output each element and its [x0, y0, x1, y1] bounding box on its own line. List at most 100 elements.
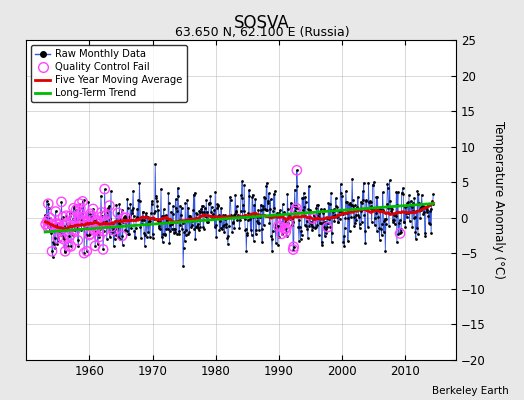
Point — [240, 182, 248, 188]
Point — [335, 208, 343, 214]
Point — [412, 208, 421, 214]
Point — [100, 228, 108, 234]
Point — [93, 219, 101, 226]
Point — [148, 198, 156, 204]
Point — [203, 218, 211, 225]
Point — [108, 228, 116, 235]
Point — [159, 230, 167, 237]
Point — [86, 231, 94, 237]
Point — [429, 191, 438, 198]
Point — [136, 224, 145, 230]
Point — [370, 207, 378, 214]
Point — [123, 195, 132, 202]
Point — [77, 211, 85, 217]
Point — [290, 186, 299, 193]
Point — [214, 202, 222, 209]
Point — [46, 215, 54, 221]
Point — [103, 208, 112, 215]
Point — [67, 243, 75, 250]
Point — [318, 239, 326, 246]
Point — [377, 226, 385, 233]
Point — [301, 222, 309, 228]
Point — [424, 202, 432, 208]
Point — [118, 233, 126, 239]
Point — [378, 220, 386, 227]
Point — [243, 231, 251, 238]
Point — [261, 195, 269, 201]
Point — [276, 224, 285, 230]
Point — [144, 229, 152, 235]
Point — [270, 205, 278, 212]
Point — [320, 223, 328, 230]
Point — [57, 232, 65, 238]
Point — [109, 227, 117, 233]
Point — [328, 230, 336, 237]
Point — [82, 220, 91, 227]
Point — [187, 213, 195, 219]
Point — [251, 196, 259, 202]
Point — [83, 248, 91, 254]
Point — [166, 228, 174, 234]
Point — [361, 240, 369, 246]
Point — [364, 180, 373, 186]
Point — [366, 198, 374, 204]
Point — [146, 218, 155, 224]
Point — [289, 246, 297, 253]
Point — [169, 230, 178, 236]
Point — [410, 215, 418, 221]
Point — [85, 232, 94, 238]
Point — [46, 215, 54, 221]
Point — [280, 219, 288, 225]
Point — [294, 223, 303, 230]
Point — [198, 202, 206, 209]
Point — [245, 192, 254, 199]
Point — [225, 213, 234, 219]
Point — [199, 203, 207, 210]
Point — [115, 220, 123, 227]
Point — [280, 226, 289, 232]
Point — [148, 231, 157, 238]
Point — [296, 224, 304, 230]
Point — [46, 226, 54, 232]
Point — [192, 210, 201, 217]
Point — [348, 197, 357, 204]
Point — [224, 232, 233, 239]
Point — [68, 227, 76, 233]
Point — [94, 232, 103, 238]
Point — [63, 225, 72, 232]
Point — [79, 214, 88, 221]
Point — [138, 221, 146, 227]
Point — [217, 204, 225, 211]
Point — [414, 191, 423, 197]
Point — [336, 208, 344, 214]
Point — [88, 214, 96, 221]
Point — [395, 217, 403, 223]
Point — [106, 234, 114, 240]
Point — [287, 216, 296, 222]
Point — [237, 192, 245, 199]
Point — [351, 220, 359, 226]
Point — [118, 233, 126, 239]
Point — [242, 247, 250, 254]
Point — [209, 216, 217, 222]
Point — [268, 248, 276, 255]
Point — [366, 199, 375, 206]
Point — [324, 200, 333, 206]
Point — [355, 225, 364, 231]
Point — [177, 204, 185, 211]
Point — [59, 214, 67, 220]
Point — [259, 206, 267, 212]
Point — [382, 216, 390, 222]
Point — [248, 194, 256, 200]
Point — [169, 203, 177, 210]
Point — [325, 216, 333, 222]
Legend: Raw Monthly Data, Quality Control Fail, Five Year Moving Average, Long-Term Tren: Raw Monthly Data, Quality Control Fail, … — [31, 45, 187, 102]
Point — [171, 196, 180, 202]
Point — [328, 239, 336, 245]
Point — [354, 212, 363, 218]
Point — [57, 199, 66, 205]
Point — [367, 218, 376, 225]
Point — [210, 214, 218, 221]
Point — [64, 243, 72, 250]
Point — [122, 218, 130, 224]
